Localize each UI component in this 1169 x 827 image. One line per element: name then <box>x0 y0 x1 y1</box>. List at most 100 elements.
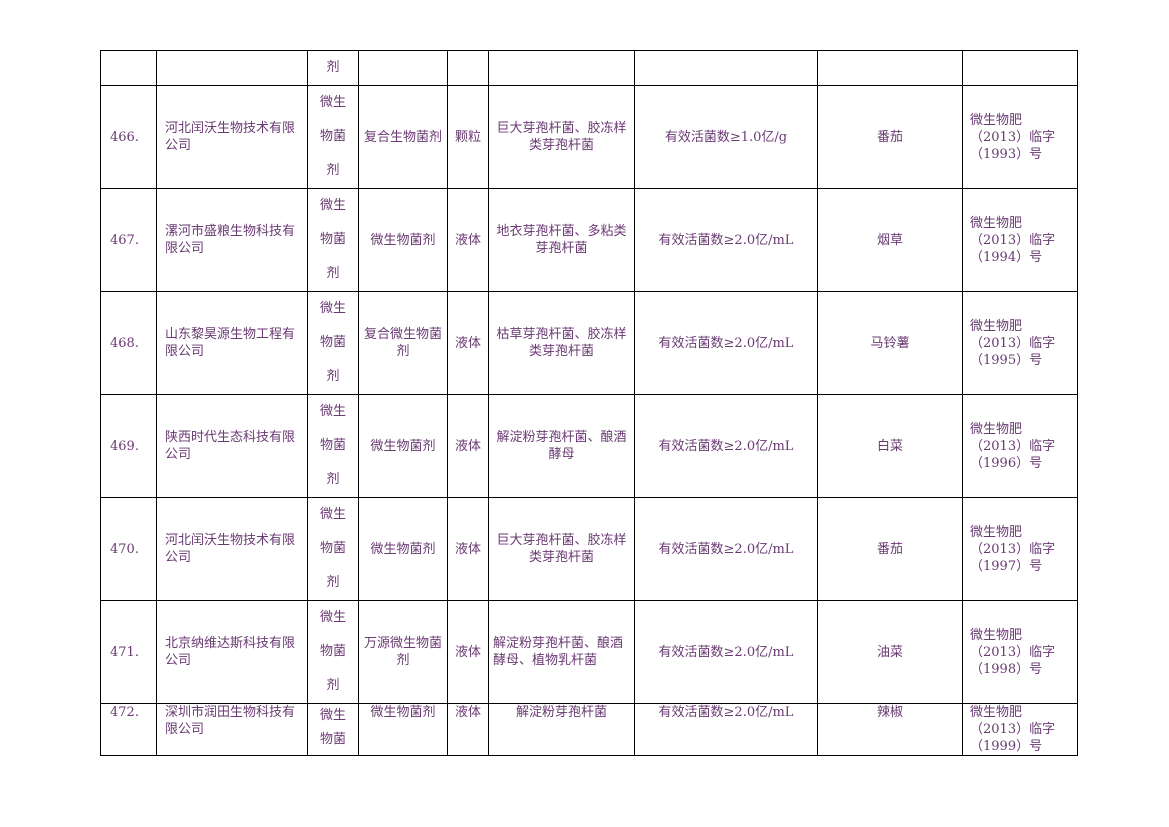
category-cell-fragment: 剂 <box>307 50 359 86</box>
product-form: 液体 <box>447 600 489 704</box>
registration-number: 微生物肥 （2013）临字 （1993）号 <box>962 85 1078 189</box>
active-content: 有效活菌数≥2.0亿/mL <box>634 703 818 756</box>
row-number: 466. <box>100 85 157 189</box>
table-row-fragment: 剂 <box>100 50 1078 86</box>
active-content: 有效活菌数≥1.0亿/g <box>634 85 818 189</box>
product-category: 微生 物菌剂 <box>307 600 359 704</box>
table-row: 469. 陕西时代生态科技有限公司 微生 物菌剂微生物菌剂 液体 解淀粉芽孢杆菌、酿酒酵母… <box>100 394 1078 498</box>
company-name: 河北闰沃生物技术有限公司 <box>156 85 308 189</box>
registration-number: 微生物肥 （2013）临字 （1998）号 <box>962 600 1078 704</box>
registration-line: （1996）号 <box>970 455 1043 471</box>
registration-line: （2013）临字 <box>970 232 1056 248</box>
registration-number: 微生物肥 （2013）临字 （1999）号 <box>962 703 1078 756</box>
product-category: 微生 物菌 <box>307 703 359 756</box>
row-number: 471. <box>100 600 157 704</box>
table-row: 468. 山东黎昊源生物工程有限公司 微生 物菌剂复合微生物菌剂 液体 枯草芽孢杆菌、胶冻… <box>100 291 1078 395</box>
category-line: 剂 <box>326 369 340 384</box>
strain-list: 枯草芽孢杆菌、胶冻样类芽孢杆菌 <box>488 291 635 395</box>
category-line: 物菌 <box>319 732 346 747</box>
registration-line: （1997）号 <box>970 558 1043 574</box>
category-line: 剂 <box>326 575 340 590</box>
product-category: 微生 物菌剂 <box>307 85 359 189</box>
category-line: 物菌 <box>319 541 346 556</box>
registration-line: 微生物肥 <box>970 524 1023 540</box>
strain-list: 解淀粉芽孢杆菌 <box>488 703 635 756</box>
product-name: 复合生物菌剂 <box>358 85 448 189</box>
active-content: 有效活菌数≥2.0亿/mL <box>634 188 818 292</box>
product-name: 复合微生物菌剂 <box>358 291 448 395</box>
row-number: 468. <box>100 291 157 395</box>
company-name: 山东黎昊源生物工程有限公司 <box>156 291 308 395</box>
category-line: 物菌 <box>319 438 346 453</box>
company-name: 北京纳维达斯科技有限公司 <box>156 600 308 704</box>
registration-line: 微生物肥 <box>970 421 1023 437</box>
target-crop: 油菜 <box>817 600 963 704</box>
registration-line: （2013）临字 <box>970 722 1056 737</box>
company-name: 深圳市润田生物科技有限公司 <box>156 703 308 756</box>
category-line: 微生 <box>319 95 346 110</box>
product-category: 微生 物菌剂 <box>307 188 359 292</box>
category-line: 物菌 <box>319 129 346 144</box>
table-row: 467. 漯河市盛粮生物科技有限公司 微生 物菌剂微生物菌剂 液体 地衣芽孢杆菌、多粘类芽… <box>100 188 1078 292</box>
company-name: 漯河市盛粮生物科技有限公司 <box>156 188 308 292</box>
strain-list: 地衣芽孢杆菌、多粘类芽孢杆菌 <box>488 188 635 292</box>
product-form: 液体 <box>447 394 489 498</box>
table-row: 466. 河北闰沃生物技术有限公司 微生 物菌剂复合生物菌剂 颗粒 巨大芽孢杆菌、胶冻样类… <box>100 85 1078 189</box>
category-line: 物菌 <box>319 335 346 350</box>
product-name: 微生物菌剂 <box>358 394 448 498</box>
target-crop: 马铃薯 <box>817 291 963 395</box>
target-crop: 辣椒 <box>817 703 963 756</box>
active-content: 有效活菌数≥2.0亿/mL <box>634 291 818 395</box>
product-name: 微生物菌剂 <box>358 497 448 601</box>
target-crop: 番茄 <box>817 85 963 189</box>
strain-list: 巨大芽孢杆菌、胶冻样类芽孢杆菌 <box>488 85 635 189</box>
product-category: 微生 物菌剂 <box>307 291 359 395</box>
product-form: 液体 <box>447 497 489 601</box>
active-content: 有效活菌数≥2.0亿/mL <box>634 394 818 498</box>
table-row: 472. 深圳市润田生物科技有限公司 微生 物菌 微生物菌剂 液体 解淀粉芽孢杆菌 有效活菌数… <box>100 703 1078 756</box>
registration-line: 微生物肥 <box>970 318 1023 334</box>
table-row: 470. 河北闰沃生物技术有限公司 微生 物菌剂微生物菌剂 液体 巨大芽孢杆菌、胶冻样类芽… <box>100 497 1078 601</box>
category-line: 微生 <box>319 708 346 723</box>
registration-line: （1995）号 <box>970 352 1043 368</box>
company-name: 陕西时代生态科技有限公司 <box>156 394 308 498</box>
registration-line: 微生物肥 <box>970 112 1023 128</box>
registration-line: （1994）号 <box>970 249 1043 265</box>
category-line: 剂 <box>326 472 340 487</box>
category-line: 剂 <box>326 266 340 281</box>
product-form: 液体 <box>447 291 489 395</box>
row-number: 467. <box>100 188 157 292</box>
target-crop: 番茄 <box>817 497 963 601</box>
row-number: 470. <box>100 497 157 601</box>
category-line: 微生 <box>319 198 346 213</box>
category-line: 微生 <box>319 301 346 316</box>
registration-line: （1999）号 <box>970 739 1043 754</box>
registration-number: 微生物肥 （2013）临字 （1994）号 <box>962 188 1078 292</box>
registration-table: 剂 466. 河北闰沃生物技术有限公司 微生 物菌剂复合生物菌剂 颗粒 巨大芽孢杆菌、胶冻… <box>100 50 1078 756</box>
category-line: 微生 <box>319 610 346 625</box>
row-number: 472. <box>100 703 157 756</box>
product-form: 液体 <box>447 188 489 292</box>
registration-line: （2013）临字 <box>970 541 1056 557</box>
registration-line: 微生物肥 <box>970 627 1023 643</box>
registration-line: （1998）号 <box>970 661 1043 677</box>
strain-list: 解淀粉芽孢杆菌、酿酒酵母 <box>488 394 635 498</box>
category-line: 微生 <box>319 507 346 522</box>
registration-line: （2013）临字 <box>970 335 1056 351</box>
category-line: 剂 <box>326 678 340 693</box>
category-line: 微生 <box>319 404 346 419</box>
category-line: 物菌 <box>319 232 346 247</box>
category-line: 物菌 <box>319 644 346 659</box>
registration-line: 微生物肥 <box>970 705 1023 720</box>
strain-list: 解淀粉芽孢杆菌、酿酒酵母、植物乳杆菌 <box>488 600 635 704</box>
product-category: 微生 物菌剂 <box>307 497 359 601</box>
registration-number: 微生物肥 （2013）临字 （1995）号 <box>962 291 1078 395</box>
product-form: 颗粒 <box>447 85 489 189</box>
product-name: 微生物菌剂 <box>358 703 448 756</box>
product-name: 微生物菌剂 <box>358 188 448 292</box>
registration-line: （2013）临字 <box>970 438 1056 454</box>
registration-line: 微生物肥 <box>970 215 1023 231</box>
product-name: 万源微生物菌剂 <box>358 600 448 704</box>
company-name: 河北闰沃生物技术有限公司 <box>156 497 308 601</box>
registration-number: 微生物肥 （2013）临字 （1997）号 <box>962 497 1078 601</box>
